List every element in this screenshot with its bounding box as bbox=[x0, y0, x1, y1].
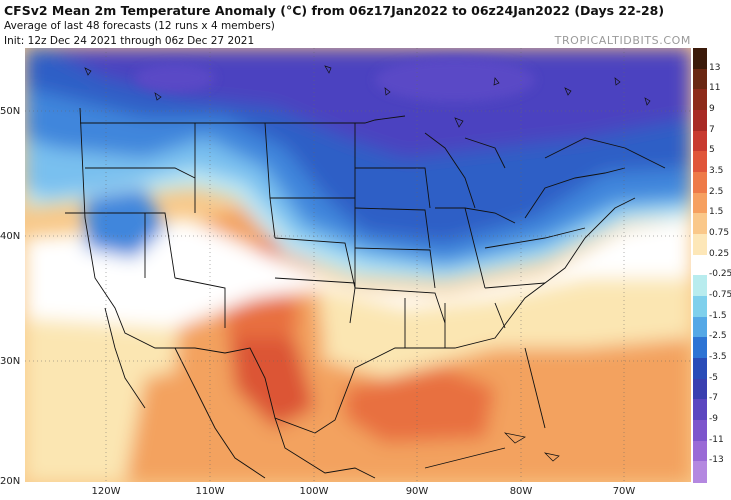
lat-label-40n: 40N bbox=[0, 231, 21, 242]
colorbar-swatch bbox=[693, 399, 707, 421]
colorbar-swatch bbox=[693, 234, 707, 256]
colorbar-tick-label: -0.25 bbox=[709, 269, 731, 280]
colorbar-swatch bbox=[693, 296, 707, 318]
colorbar-swatch bbox=[693, 440, 707, 462]
colorbar-tick-label: 13 bbox=[709, 62, 721, 73]
colorbar-tick-label: 9 bbox=[709, 104, 715, 114]
colorbar-tick-label: 7 bbox=[709, 124, 715, 135]
anomaly-map bbox=[25, 48, 691, 482]
header: CFSv2 Mean 2m Temperature Anomaly (°C) f… bbox=[0, 0, 731, 48]
lon-label-100w: 100W bbox=[299, 486, 329, 497]
colorbar-swatch bbox=[693, 461, 707, 483]
colorbar-tick-label: -5 bbox=[709, 372, 718, 383]
colorbar-tick-label: -7 bbox=[709, 393, 718, 404]
colorbar-swatch bbox=[693, 192, 707, 214]
colorbar-swatch bbox=[693, 316, 707, 338]
colorbar-tick-label: 2.5 bbox=[709, 186, 724, 197]
colorbar-swatch bbox=[693, 275, 707, 297]
lon-label-70w: 70W bbox=[612, 486, 636, 497]
lon-label-90w: 90W bbox=[405, 486, 429, 497]
lon-label-80w: 80W bbox=[509, 486, 533, 497]
colorbar-tick-label: 5 bbox=[709, 145, 715, 156]
map-title: CFSv2 Mean 2m Temperature Anomaly (°C) f… bbox=[4, 3, 665, 18]
colorbar-swatch bbox=[693, 130, 707, 152]
anomaly-field bbox=[25, 48, 691, 482]
lat-label-30n: 30N bbox=[0, 356, 21, 367]
lon-label-110w: 110W bbox=[195, 486, 225, 497]
lon-label-120w: 120W bbox=[91, 486, 121, 497]
state-boundaries bbox=[65, 107, 666, 479]
colorbar-tick-label: -3.5 bbox=[709, 352, 727, 362]
colorbar-swatch bbox=[693, 151, 707, 173]
colorbar-tick-label: -13 bbox=[709, 455, 724, 466]
colorbar-tick-label: -0.75 bbox=[709, 290, 731, 300]
colorbar bbox=[693, 48, 707, 483]
colorbar-swatch bbox=[693, 254, 707, 276]
colorbar-tick-label: 11 bbox=[709, 83, 721, 94]
lat-label-20n: 20N bbox=[0, 476, 21, 487]
colorbar-swatch bbox=[693, 378, 707, 400]
colorbar-tick-label: 0.75 bbox=[709, 228, 730, 238]
colorbar-swatch bbox=[693, 172, 707, 194]
colorbar-tick-label: 0.25 bbox=[709, 248, 730, 259]
colorbar-tick-label: 1.5 bbox=[709, 207, 724, 218]
colorbar-swatch bbox=[693, 420, 707, 442]
colorbar-tick-label: -2.5 bbox=[709, 331, 727, 342]
colorbar-swatch bbox=[693, 68, 707, 90]
colorbar-tick-label: 3.5 bbox=[709, 166, 724, 176]
colorbar-swatch bbox=[693, 110, 707, 132]
brand-watermark: TROPICALTIDBITS.COM bbox=[554, 34, 691, 47]
colorbar-swatch bbox=[693, 337, 707, 359]
colorbar-swatch bbox=[693, 358, 707, 380]
map-subtitle-ensemble: Average of last 48 forecasts (12 runs x … bbox=[4, 20, 275, 32]
colorbar-swatch bbox=[693, 213, 707, 235]
map-subtitle-init: Init: 12z Dec 24 2021 through 06z Dec 27… bbox=[4, 35, 255, 47]
colorbar-tick-label: -11 bbox=[709, 434, 724, 445]
lat-label-50n: 50N bbox=[0, 106, 21, 117]
colorbar-tick-label: -9 bbox=[709, 414, 718, 424]
colorbar-swatch bbox=[693, 48, 707, 70]
colorbar-swatch bbox=[693, 89, 707, 111]
colorbar-tick-label: -1.5 bbox=[709, 310, 727, 321]
